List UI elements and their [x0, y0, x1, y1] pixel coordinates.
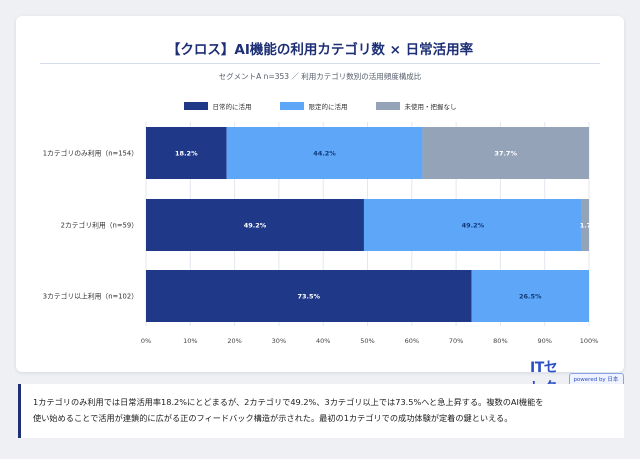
summary-note: 1カテゴリのみ利用では日常活用率18.2%にとどまるが、2カテゴリで49.2%、… — [18, 384, 624, 438]
x-tick-label: 40% — [316, 337, 330, 345]
data-label: 44.2% — [313, 150, 336, 158]
bar-segment — [226, 127, 423, 179]
title-divider — [40, 63, 600, 64]
legend-item-unused: 未使用・把握なし — [375, 101, 457, 111]
summary-line-2: 使い始めることで活用が連鎖的に広がる正のフィードバック構造が示された。最初の1カ… — [33, 413, 513, 423]
legend-item-limited: 限定的に活用 — [279, 101, 348, 111]
data-label: 49.2% — [244, 222, 267, 230]
bar-segment — [471, 270, 589, 322]
legend-swatch-limited — [279, 102, 304, 110]
bar-segment — [581, 199, 589, 251]
legend-item-daily: 日常的に活用 — [183, 101, 252, 111]
legend: 日常的に活用 限定的に活用 未使用・把握なし — [16, 101, 624, 111]
category-label: 3カテゴリ以上利用（n=102） — [43, 292, 138, 301]
data-label: 49.2% — [462, 222, 485, 230]
data-label: 73.5% — [298, 293, 321, 301]
data-label: 26.5% — [519, 293, 542, 301]
summary-line-1: 1カテゴリのみ利用では日常活用率18.2%にとどまるが、2カテゴリで49.2%、… — [33, 397, 544, 407]
x-tick-label: 100% — [580, 337, 599, 345]
x-tick-label: 90% — [537, 337, 551, 345]
legend-swatch-unused — [375, 102, 400, 110]
x-tick-label: 70% — [449, 337, 463, 345]
stacked-bar-chart: 0% 10% 20% 30% 40% 50% 60% 70% 80% 90% 100% 1カテゴリのみ… — [43, 122, 599, 345]
x-tick-label: 10% — [183, 337, 197, 345]
data-label: 1.7 — [580, 222, 592, 230]
category-label: 1カテゴリのみ利用（n=154） — [43, 149, 138, 158]
x-tick-label: 80% — [493, 337, 507, 345]
legend-label-unused: 未使用・把握なし — [404, 103, 457, 111]
chart-title: 【クロス】AI機能の利用カテゴリ数 × 日常活用率 — [166, 42, 474, 58]
legend-swatch-daily — [183, 102, 208, 110]
bar-segment — [146, 127, 227, 179]
legend-label-limited: 限定的に活用 — [308, 103, 348, 111]
x-tick-label: 50% — [360, 337, 374, 345]
data-label: 37.7% — [494, 150, 517, 158]
category-label: 2カテゴリ利用（n=59） — [61, 221, 138, 230]
legend-label-daily: 日常的に活用 — [212, 103, 252, 111]
bar-segment — [363, 199, 582, 251]
x-tick-label: 30% — [272, 337, 286, 345]
x-tick-label: 0% — [141, 337, 151, 345]
bar-segment — [146, 199, 364, 251]
x-tick-label: 60% — [405, 337, 419, 345]
chart-subtitle: セグメントA n=353 ／ 利用カテゴリ数別の活用頻度構成比 — [218, 72, 422, 81]
bar-segment — [422, 127, 589, 179]
chart-card: 【クロス】AI機能の利用カテゴリ数 × 日常活用率 セグメントA n=353 ／… — [16, 16, 624, 416]
bar-segment — [146, 270, 472, 322]
x-tick-label: 20% — [227, 337, 241, 345]
data-label: 18.2% — [175, 150, 198, 158]
